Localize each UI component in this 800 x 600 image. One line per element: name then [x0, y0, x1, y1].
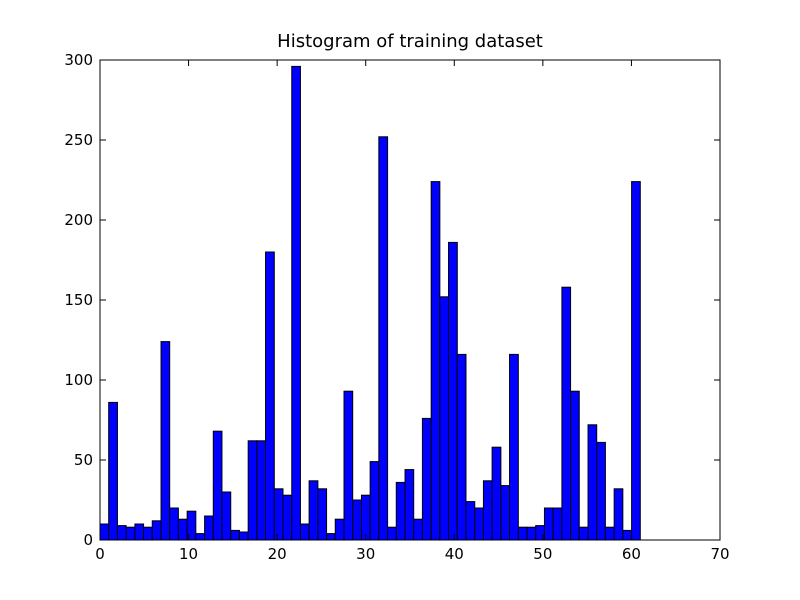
- bar: [543, 507, 554, 541]
- x-tick-label: 30: [356, 545, 375, 563]
- x-tick-label: 20: [268, 545, 287, 563]
- bar: [439, 296, 450, 541]
- bar: [352, 499, 362, 541]
- y-tick-label: 150: [64, 291, 93, 309]
- bar: [143, 526, 153, 541]
- bar: [326, 533, 336, 541]
- chart-title: Histogram of training dataset: [277, 31, 543, 52]
- bar: [108, 401, 118, 541]
- bar: [317, 488, 328, 541]
- bar: [273, 488, 284, 541]
- bar: [587, 424, 598, 541]
- bar: [282, 494, 293, 541]
- bar: [596, 441, 606, 541]
- y-tick-label: 0: [83, 531, 93, 549]
- bar: [334, 518, 345, 541]
- bar: [256, 440, 267, 541]
- bar: [561, 286, 572, 541]
- bar: [491, 446, 502, 541]
- bar: [482, 480, 493, 541]
- bar: [622, 529, 633, 541]
- y-tick-label: 100: [64, 371, 93, 389]
- bar: [151, 520, 162, 541]
- bar: [448, 241, 458, 541]
- x-tick-label: 40: [445, 545, 464, 563]
- bar: [299, 523, 310, 541]
- bar: [378, 136, 389, 541]
- y-tick-label: 200: [64, 211, 93, 229]
- bar: [99, 523, 110, 541]
- bar: [456, 353, 467, 541]
- bar: [395, 481, 406, 541]
- bar: [526, 526, 537, 541]
- x-tick-label: 70: [710, 545, 729, 563]
- bar: [238, 531, 249, 541]
- bar: [177, 518, 188, 541]
- bar: [421, 417, 432, 541]
- bar: [578, 526, 589, 541]
- bar: [552, 507, 563, 541]
- bar: [604, 526, 615, 541]
- bar: [195, 533, 206, 541]
- bar: [465, 501, 476, 541]
- bar: [631, 181, 641, 541]
- bar: [413, 518, 423, 541]
- y-tick-label: 300: [64, 51, 93, 69]
- bar: [134, 523, 145, 541]
- bar: [160, 341, 171, 541]
- bar: [404, 469, 415, 541]
- bar: [360, 494, 371, 541]
- bar: [212, 430, 223, 541]
- x-tick-label: 10: [179, 545, 198, 563]
- bar: [517, 526, 528, 541]
- bar: [247, 440, 258, 541]
- x-tick-label: 0: [95, 545, 105, 563]
- bar: [116, 525, 127, 541]
- bar: [230, 529, 240, 541]
- bar: [369, 461, 380, 541]
- bar: [308, 480, 319, 541]
- bar: [570, 390, 580, 541]
- bar: [509, 353, 519, 541]
- bar: [474, 507, 484, 541]
- bar: [500, 485, 511, 541]
- bar: [265, 251, 275, 541]
- bar: [125, 526, 136, 541]
- bar: [430, 181, 441, 541]
- bar: [291, 65, 301, 541]
- y-tick-label: 50: [74, 451, 93, 469]
- bar: [221, 491, 232, 541]
- x-tick-label: 60: [622, 545, 641, 563]
- bar: [387, 526, 397, 541]
- x-tick-label: 50: [533, 545, 552, 563]
- bar: [169, 507, 179, 541]
- y-tick-label: 250: [64, 131, 93, 149]
- bar: [343, 390, 354, 541]
- bar: [613, 488, 624, 541]
- bar: [204, 515, 214, 541]
